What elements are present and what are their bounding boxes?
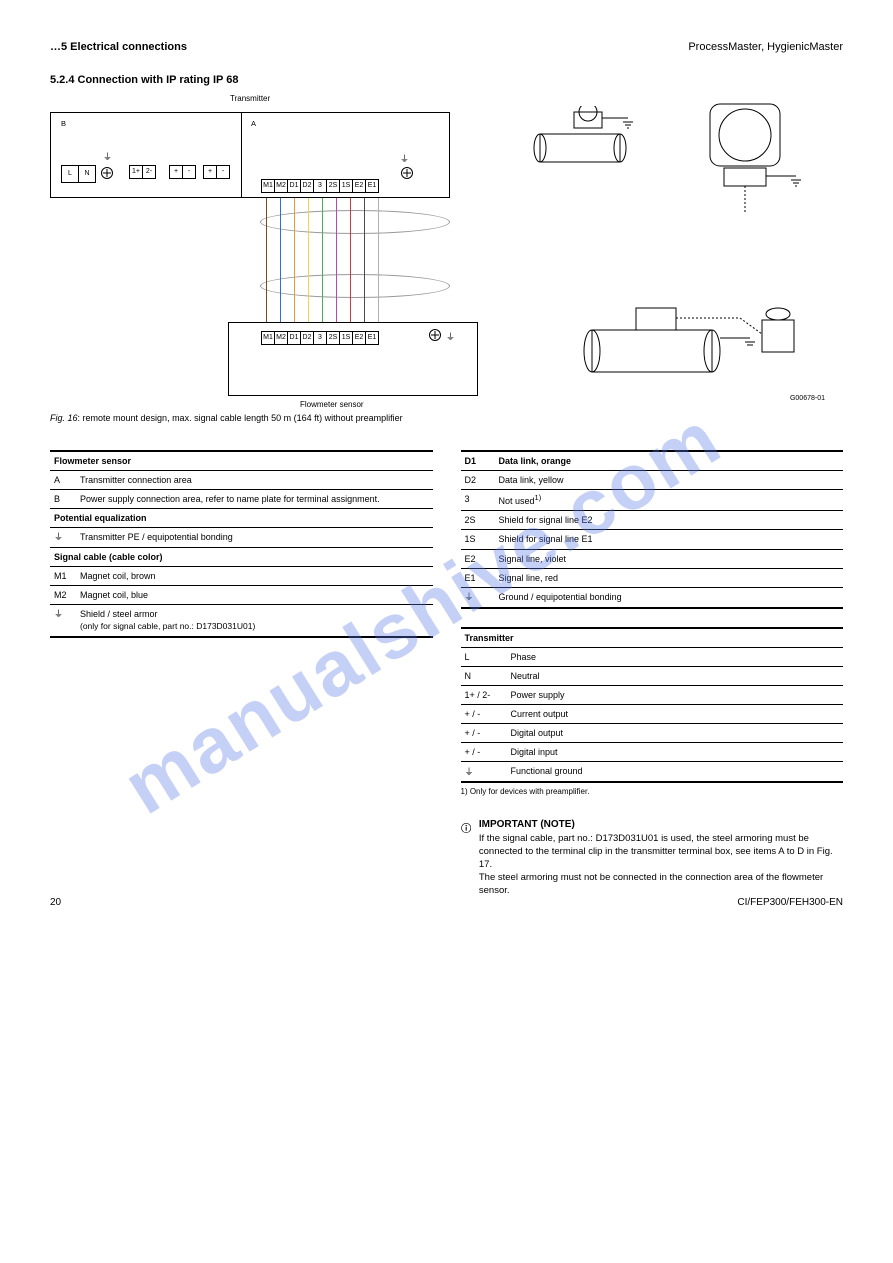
right-col: D1Data link, orange D2Data link, yellow … bbox=[461, 446, 844, 898]
important-body: If the signal cable, part no.: D173D031U… bbox=[479, 833, 843, 897]
important-title: IMPORTANT (NOTE) bbox=[479, 818, 843, 832]
page-id: CI/FEP300/FEH300-EN bbox=[737, 896, 843, 910]
sensor-integral-icon bbox=[530, 106, 640, 176]
pe-icon: ⏚ bbox=[54, 609, 63, 619]
pe-icon: ⏚ bbox=[54, 532, 63, 542]
page-number: 20 bbox=[50, 896, 61, 910]
transmitter-label: Transmitter bbox=[230, 94, 270, 105]
pe-icon: ⏚ bbox=[446, 331, 455, 343]
cable-area bbox=[260, 198, 450, 322]
fig-id: G00678-01 bbox=[790, 394, 825, 403]
sensor-table: Flowmeter sensor ATransmitter connection… bbox=[50, 450, 433, 638]
pe-icon: ⏚ bbox=[103, 151, 112, 163]
footnote: 1) Only for devices with preamplifier. bbox=[461, 787, 844, 798]
transmitter-remote-icon bbox=[690, 96, 810, 236]
ground-screw-tx-left bbox=[101, 167, 113, 184]
header-bar: …5 Electrical connections ProcessMaster,… bbox=[50, 40, 843, 55]
ground-icon: ⏚ bbox=[465, 766, 474, 778]
signal-continue-table: D1Data link, orange D2Data link, yellow … bbox=[461, 450, 844, 609]
sensor-remote-icon bbox=[580, 284, 820, 394]
left-col: Flowmeter sensor ATransmitter connection… bbox=[50, 446, 433, 638]
wiring-diagram: Transmitter B A L N ⏚ 1+ 2- + - + - M1 M… bbox=[50, 94, 843, 404]
section-title: 5.2.4 Connection with IP rating IP 68 bbox=[50, 73, 843, 88]
pe-icon: ⏚ bbox=[400, 153, 409, 165]
sensor-label: Flowmeter sensor bbox=[300, 400, 364, 411]
ground-screw-tx-right bbox=[401, 167, 413, 184]
important-note: IMPORTANT (NOTE) If the signal cable, pa… bbox=[461, 818, 844, 898]
ground-screw-sensor bbox=[429, 329, 441, 346]
header-section: …5 Electrical connections bbox=[50, 40, 187, 55]
header-product: ProcessMaster, HygienicMaster bbox=[688, 40, 843, 55]
ground-icon: ⏚ bbox=[465, 591, 474, 603]
info-icon bbox=[461, 818, 471, 838]
transmitter-box: B A L N ⏚ 1+ 2- + - + - M1 M2 D1 D2 3 2S bbox=[50, 112, 450, 198]
transmitter-table: Transmitter LPhase NNeutral 1+ / 2-Power… bbox=[461, 627, 844, 784]
figure-caption: Fig. 16: remote mount design, max. signa… bbox=[50, 412, 843, 424]
sensor-box: M1 M2 D1 D2 3 2S 1S E2 E1 ⏚ bbox=[228, 322, 478, 396]
